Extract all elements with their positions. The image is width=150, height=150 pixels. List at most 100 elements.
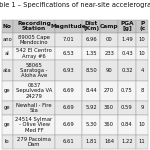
Text: 90: 90 — [106, 68, 112, 73]
Bar — [100, 47, 118, 60]
Bar — [13, 81, 55, 101]
Text: 1.22: 1.22 — [121, 139, 133, 144]
Text: 4: 4 — [141, 68, 144, 73]
Text: 1.49: 1.49 — [121, 37, 133, 42]
Bar — [136, 81, 148, 101]
Text: 6.93: 6.93 — [63, 68, 75, 73]
Bar — [13, 20, 55, 33]
Bar — [118, 115, 136, 135]
Bar — [2, 115, 13, 135]
Bar — [82, 81, 100, 101]
Bar — [55, 60, 82, 81]
Text: No: No — [3, 24, 12, 29]
Text: ge: ge — [4, 88, 11, 93]
Bar — [118, 81, 136, 101]
Bar — [100, 20, 118, 33]
Text: 6.61: 6.61 — [63, 139, 75, 144]
Bar — [2, 60, 13, 81]
Text: 1.81: 1.81 — [85, 139, 97, 144]
Text: 10: 10 — [139, 37, 146, 42]
Text: ge: ge — [4, 105, 11, 110]
Bar — [2, 135, 13, 148]
Bar — [118, 135, 136, 148]
Bar — [13, 60, 55, 81]
Text: 360: 360 — [104, 122, 114, 127]
Text: 0637
Sepulveda VA
24279: 0637 Sepulveda VA 24279 — [16, 83, 52, 99]
Text: ano: ano — [2, 37, 12, 42]
Bar — [82, 135, 100, 148]
Text: Recording
Station: Recording Station — [17, 21, 51, 32]
Text: 5.92: 5.92 — [85, 105, 97, 110]
Text: 6.69: 6.69 — [63, 105, 75, 110]
Text: al: al — [5, 51, 10, 56]
Text: 6.53: 6.53 — [63, 51, 75, 56]
Text: 58065
Saratoga -
Aloha Ave: 58065 Saratoga - Aloha Ave — [20, 63, 48, 78]
Bar — [100, 115, 118, 135]
Text: 0.59: 0.59 — [121, 105, 133, 110]
Text: 1.35: 1.35 — [85, 51, 97, 56]
Bar — [55, 47, 82, 60]
Text: P
(c: P (c — [139, 21, 145, 32]
Bar — [55, 33, 82, 47]
Bar — [136, 47, 148, 60]
Text: 0.43: 0.43 — [121, 51, 133, 56]
Text: 542 El Centro
Array #6: 542 El Centro Array #6 — [16, 48, 52, 59]
Bar — [118, 33, 136, 47]
Bar — [82, 115, 100, 135]
Text: Table 1 – Specifications of near-site accelerogram: Table 1 – Specifications of near-site ac… — [0, 2, 150, 8]
Text: 7.01: 7.01 — [63, 37, 75, 42]
Bar — [118, 101, 136, 115]
Text: 233: 233 — [104, 51, 114, 56]
Text: Camp: Camp — [100, 24, 118, 29]
Bar — [13, 33, 55, 47]
Bar — [2, 81, 13, 101]
Text: 6.69: 6.69 — [63, 122, 75, 127]
Text: 360: 360 — [104, 105, 114, 110]
Bar — [100, 33, 118, 47]
Text: 9: 9 — [141, 105, 144, 110]
Bar — [55, 101, 82, 115]
Bar — [136, 60, 148, 81]
Bar — [13, 101, 55, 115]
Text: Newhall - Fire
Sta: Newhall - Fire Sta — [16, 103, 52, 113]
Bar — [55, 81, 82, 101]
Bar — [82, 101, 100, 115]
Bar — [100, 101, 118, 115]
Bar — [100, 81, 118, 101]
Text: ata: ata — [3, 68, 12, 73]
Text: 8: 8 — [141, 88, 144, 93]
Text: ge: ge — [4, 122, 11, 127]
Bar — [136, 135, 148, 148]
Bar — [2, 101, 13, 115]
Text: 270: 270 — [104, 88, 114, 93]
Text: 10: 10 — [139, 122, 146, 127]
Bar — [118, 20, 136, 33]
Text: 24514 Sylmar
- Olive View
Med FF: 24514 Sylmar - Olive View Med FF — [15, 117, 53, 133]
Bar — [136, 33, 148, 47]
Bar — [118, 47, 136, 60]
Text: lo: lo — [5, 139, 10, 144]
Text: 8.50: 8.50 — [85, 68, 97, 73]
Text: 10: 10 — [139, 51, 146, 56]
Bar — [136, 115, 148, 135]
Text: 6.69: 6.69 — [63, 88, 75, 93]
Text: PGA
[g]: PGA [g] — [120, 21, 134, 32]
Bar — [2, 33, 13, 47]
Bar — [55, 115, 82, 135]
Bar — [55, 135, 82, 148]
Text: Dist
(Km): Dist (Km) — [83, 21, 99, 32]
Text: 279 Pacoima
Dam: 279 Pacoima Dam — [17, 136, 51, 147]
Bar — [13, 115, 55, 135]
Bar — [118, 60, 136, 81]
Text: 8.44: 8.44 — [85, 88, 97, 93]
Bar — [13, 135, 55, 148]
Bar — [100, 135, 118, 148]
Text: 11: 11 — [139, 139, 146, 144]
Text: 89005 Cape
Mendocino: 89005 Cape Mendocino — [18, 35, 50, 45]
Text: 164: 164 — [104, 139, 114, 144]
Bar — [100, 60, 118, 81]
Text: 0.84: 0.84 — [121, 122, 133, 127]
Text: 0.32: 0.32 — [121, 68, 133, 73]
Bar — [82, 33, 100, 47]
Bar — [82, 20, 100, 33]
